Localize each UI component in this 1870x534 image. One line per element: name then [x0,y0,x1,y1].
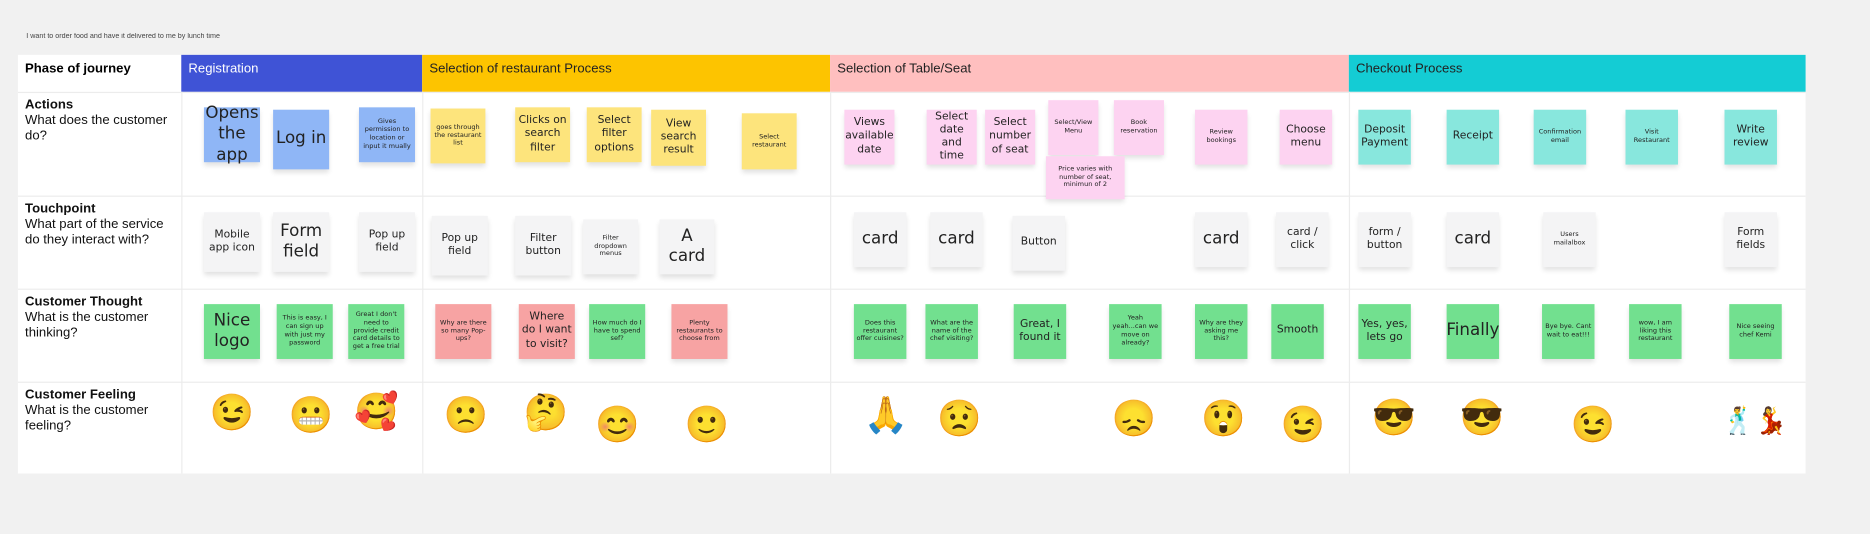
row-question: What part of the service do they interac… [25,217,164,247]
row-question: What is the customer thinking? [25,310,149,340]
touchpoint-sticky-note[interactable]: Mobile app icon [203,212,260,272]
thought-sticky-note[interactable]: Great I don't need to provide credit car… [348,304,405,359]
phase-registration[interactable]: Registration [181,54,423,92]
smiling-face-icon[interactable]: 😊 [595,405,640,445]
row-label-touchpoint: Touchpoint What part of the service do th… [25,202,174,249]
action-sticky-note[interactable]: goes through the restaurant list [430,108,486,164]
action-sticky-note[interactable]: Write review [1724,109,1777,165]
row-title: Customer Thought [25,294,143,309]
disappointed-face-icon[interactable]: 😞 [1111,399,1157,439]
slightly-frowning-face-icon[interactable]: 🙁 [443,395,489,436]
action-sticky-note[interactable]: Select/View Menu [1048,100,1099,156]
thought-sticky-note[interactable]: Yes, yes, lets go [1358,304,1411,359]
thought-sticky-note[interactable]: Nice seeing chef Kemi [1729,304,1782,359]
action-sticky-note[interactable]: Select date and time [926,109,977,165]
action-sticky-note[interactable]: Receipt [1446,109,1500,165]
action-sticky-note[interactable]: Clicks on search filter [515,107,571,163]
action-sticky-note[interactable]: Confirmation email [1533,109,1587,165]
row-title: Actions [25,97,74,113]
action-sticky-note[interactable]: View search result [651,109,707,166]
sunglasses-face-icon[interactable]: 😎 [1371,398,1417,438]
thought-sticky-note[interactable]: This is easy, I can sign up with just my… [276,304,333,359]
action-sticky-note[interactable]: Review bookings [1194,109,1248,165]
action-sticky-note[interactable]: Select filter options [586,107,642,163]
phase-table-selection[interactable]: Selection of Table/Seat [830,54,1349,92]
thought-sticky-note[interactable]: Why are they asking me this? [1194,304,1248,359]
action-sticky-note[interactable]: Visit Restaurant [1625,109,1678,165]
worried-face-icon[interactable]: 😟 [937,399,982,439]
thought-sticky-note[interactable]: Finally [1446,304,1499,359]
thought-sticky-note[interactable]: Bye bye. Cant wait to eat!!! [1542,304,1595,359]
winking-face-icon[interactable]: 😉 [1280,405,1326,445]
slightly-smiling-face-icon[interactable]: 🙂 [684,405,730,445]
touchpoint-sticky-note[interactable]: Form field [273,212,330,272]
column-divider [1348,91,1351,474]
touchpoint-sticky-note[interactable]: Pop up field [431,215,488,276]
thought-sticky-note[interactable]: Nice logo [203,304,260,359]
row-question: What does the customer do? [25,113,168,144]
touchpoint-sticky-note[interactable]: form / button [1358,212,1411,268]
thought-sticky-note[interactable]: Why are there so many Pop-ups? [435,304,492,359]
action-sticky-note[interactable]: Book reservation [1113,100,1164,156]
row-divider [17,381,1806,383]
phase-checkout[interactable]: Checkout Process [1348,54,1806,92]
column-divider [830,91,832,474]
winking-face-icon[interactable]: 😉 [209,393,255,433]
thought-sticky-note[interactable]: Great, I found it [1013,304,1067,359]
column-divider [422,91,424,474]
thought-sticky-note[interactable]: Smooth [1271,304,1324,359]
touchpoint-sticky-note[interactable]: Filter dropdown menus [583,219,639,275]
touchpoint-sticky-note[interactable]: card [930,212,983,268]
touchpoint-sticky-note[interactable]: card / click [1276,212,1329,268]
sunglasses-face-icon[interactable]: 😎 [1459,398,1505,438]
smiling-face-with-hearts-icon[interactable]: 🥰 [354,392,399,432]
row-label-thought: Customer Thought What is the customer thi… [25,295,168,342]
row-title: Customer Feeling [25,387,136,402]
row-divider [17,195,1806,197]
action-sticky-note[interactable]: Opens the app [203,103,260,165]
folded-hands-icon[interactable]: 🙏 [863,395,908,436]
astonished-face-icon[interactable]: 😲 [1200,399,1246,439]
winking-face-icon[interactable]: 😉 [1570,405,1616,445]
touchpoint-sticky-note[interactable]: card [1194,212,1248,268]
action-sticky-note[interactable]: Price varies with number of seat, minimu… [1045,156,1125,200]
row-divider [17,288,1806,290]
touchpoint-sticky-note[interactable]: Button [1012,215,1065,271]
action-sticky-note[interactable]: Deposit Payment [1358,109,1411,165]
grimacing-face-icon[interactable]: 😬 [288,395,334,436]
thought-sticky-note[interactable]: Does this restaurant offer cuisines? [853,304,907,359]
board-title: I want to order food and have it deliver… [26,33,220,41]
action-sticky-note[interactable]: Choose menu [1279,109,1333,165]
row-label-feeling: Customer Feeling What is the customer fee… [25,388,168,435]
touchpoint-sticky-note[interactable]: A card [659,219,715,275]
thinking-face-icon[interactable]: 🤔 [523,393,569,433]
thought-sticky-note[interactable]: Plenty restaurants to choose from [671,304,728,359]
phase-label: Phase of journey [25,62,131,77]
thought-sticky-note[interactable]: What are the name of the chef visiting? [925,304,978,359]
action-sticky-note[interactable]: Log in [273,109,330,170]
action-sticky-note[interactable]: Gives permission to location or input it… [358,107,416,163]
row-title: Touchpoint [25,201,96,216]
action-sticky-note[interactable]: Select restaurant [741,113,797,170]
phase-restaurant-selection[interactable]: Selection of restaurant Process [422,54,831,92]
thought-sticky-note[interactable]: Yeah yeah...can we move on already? [1109,304,1162,359]
thought-sticky-note[interactable]: Where do I want to visit? [518,304,575,359]
column-divider [181,91,183,474]
action-sticky-note[interactable]: Select number of seat [985,109,1036,165]
touchpoint-sticky-note[interactable]: Filter button [515,215,572,276]
touchpoint-sticky-note[interactable]: Pop up field [358,212,416,272]
row-label-actions: Actions What does the customer do? [25,98,168,145]
dancers-icon[interactable]: 🕺💃 [1722,405,1788,436]
row-divider [17,91,1806,94]
thought-sticky-note[interactable]: How much do I have to spend sef? [589,304,646,359]
touchpoint-sticky-note[interactable]: card [1446,212,1500,268]
touchpoint-sticky-note[interactable]: Users mailalbox [1543,212,1596,268]
touchpoint-sticky-note[interactable]: card [853,212,907,268]
action-sticky-note[interactable]: Views available date [844,109,895,165]
touchpoint-sticky-note[interactable]: Form fields [1724,212,1777,268]
thought-sticky-note[interactable]: wow, I am liking this restaurant [1629,304,1682,359]
row-question: What is the customer feeling? [25,403,149,433]
